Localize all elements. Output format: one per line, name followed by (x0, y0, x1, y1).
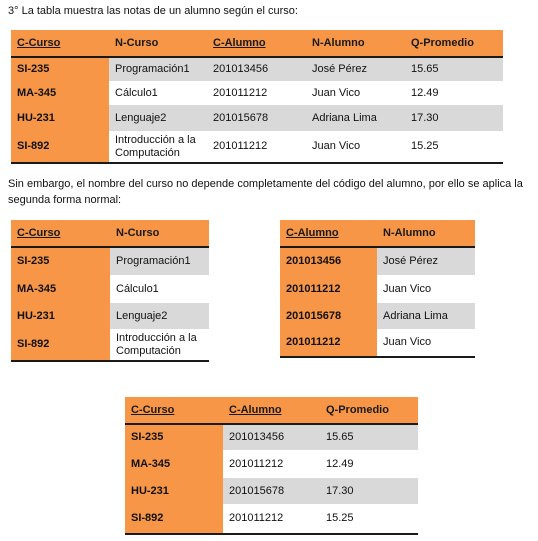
table-cell: 201013456 (223, 424, 320, 450)
table-cell: Lenguaje2 (110, 303, 209, 329)
column-header: N-Alumno (306, 30, 405, 58)
table-cell: 201015678 (223, 478, 320, 504)
table-row: SI-892 Introducción a la Computación (11, 329, 209, 362)
table-row: MA-345 Cálculo1 (11, 275, 209, 303)
table-cell: MA-345 (125, 450, 223, 478)
table-cell: 201013456 (280, 247, 377, 275)
table-row: SI-892 Introducción a la Computación 20101… (11, 131, 503, 164)
table-cell: 12.49 (405, 81, 503, 105)
table-cell: Introducción a la Computación (110, 329, 209, 362)
table-row: SI-235 Programación1 (11, 247, 209, 275)
table-cell: 12.49 (320, 450, 418, 478)
column-header: N-Curso (110, 220, 209, 248)
column-header: C-Alumno (223, 397, 320, 425)
table-cell: SI-892 (11, 131, 109, 164)
table-cell: Cálculo1 (109, 81, 207, 105)
table-cell: Adriana Lima (377, 303, 475, 329)
column-header: C-Curso (125, 397, 223, 425)
table-cell: MA-345 (11, 81, 109, 105)
table-cell: SI-235 (11, 247, 110, 275)
table-row: 201011212 Juan Vico (280, 275, 475, 303)
table-cell: 201011212 (207, 131, 306, 164)
table-row: MA-345 Cálculo1 201011212 Juan Vico 12.49 (11, 81, 503, 105)
table-cell: José Pérez (377, 247, 475, 275)
intro-text: 3° La tabla muestra las notas de un alum… (8, 5, 298, 17)
table-cell: MA-345 (11, 275, 110, 303)
column-header: N-Curso (109, 30, 207, 58)
table-row: 201013456 José Pérez (280, 247, 475, 275)
table-cell: SI-235 (125, 424, 223, 450)
column-header: C-Alumno (280, 220, 377, 248)
table-row: SI-235 201013456 15.65 (125, 424, 418, 450)
table-curso: C-Curso N-Curso SI-235 Programación1 MA-345… (11, 220, 209, 362)
table-cell: 201015678 (207, 105, 306, 131)
table-cell: Juan Vico (377, 275, 475, 303)
table-cell: Lenguaje2 (109, 105, 207, 131)
table-cell: SI-892 (11, 329, 110, 362)
table-cell: 201011212 (223, 450, 320, 478)
column-header: C-Alumno (207, 30, 306, 58)
normal-form-note: Sin embargo, el nombre del curso no depe… (8, 178, 523, 206)
column-header: N-Alumno (377, 220, 475, 248)
table-row: 201011212 Juan Vico (280, 329, 475, 358)
table-cell: 17.30 (405, 105, 503, 131)
column-header: C-Curso (11, 30, 109, 58)
column-header: C-Curso (11, 220, 110, 248)
table-row: SI-892 201011212 15.25 (125, 504, 418, 535)
table-cell: SI-892 (125, 504, 223, 535)
table-cell: Programación1 (109, 57, 207, 81)
table-cell: SI-235 (11, 57, 109, 81)
table-cell: Introducción a la Computación (109, 131, 207, 164)
table-cell: 201015678 (280, 303, 377, 329)
table-cell: HU-231 (11, 105, 109, 131)
table-cell: HU-231 (125, 478, 223, 504)
table-row: 201015678 Adriana Lima (280, 303, 475, 329)
table-cell: Adriana Lima (306, 105, 405, 131)
table-cell: Juan Vico (377, 329, 475, 358)
table-cell: 201013456 (207, 57, 306, 81)
table-cell: 15.25 (320, 504, 418, 535)
table-cell: HU-231 (11, 303, 110, 329)
table-cell: 201011212 (280, 329, 377, 358)
table-cell: 201011212 (280, 275, 377, 303)
table-notas-alumno: C-Curso N-Curso C-Alumno N-Alumno Q-Promedio… (11, 30, 503, 164)
table-cell: 17.30 (320, 478, 418, 504)
table-cell: 15.65 (405, 57, 503, 81)
table-alumno: C-Alumno N-Alumno 201013456 José Pérez 2010… (280, 220, 475, 358)
column-header: Q-Promedio (405, 30, 503, 58)
table-cell: 15.65 (320, 424, 418, 450)
table-cell: José Pérez (306, 57, 405, 81)
table-row: HU-231 201015678 17.30 (125, 478, 418, 504)
table-cell: 15.25 (405, 131, 503, 164)
table-row: HU-231 Lenguaje2 (11, 303, 209, 329)
table-cell: Cálculo1 (110, 275, 209, 303)
table-cell: 201011212 (207, 81, 306, 105)
column-header: Q-Promedio (320, 397, 418, 425)
table-row: SI-235 Programación1 201013456 José Pérez 15… (11, 57, 503, 81)
table-cell: Programación1 (110, 247, 209, 275)
table-cell: Juan Vico (306, 131, 405, 164)
table-cell: 201011212 (223, 504, 320, 535)
table-cell: Juan Vico (306, 81, 405, 105)
table-row: HU-231 Lenguaje2 201015678 Adriana Lima 17.3… (11, 105, 503, 131)
table-nota: C-Curso C-Alumno Q-Promedio SI-235 20101345… (125, 397, 418, 535)
table-row: MA-345 201011212 12.49 (125, 450, 418, 478)
